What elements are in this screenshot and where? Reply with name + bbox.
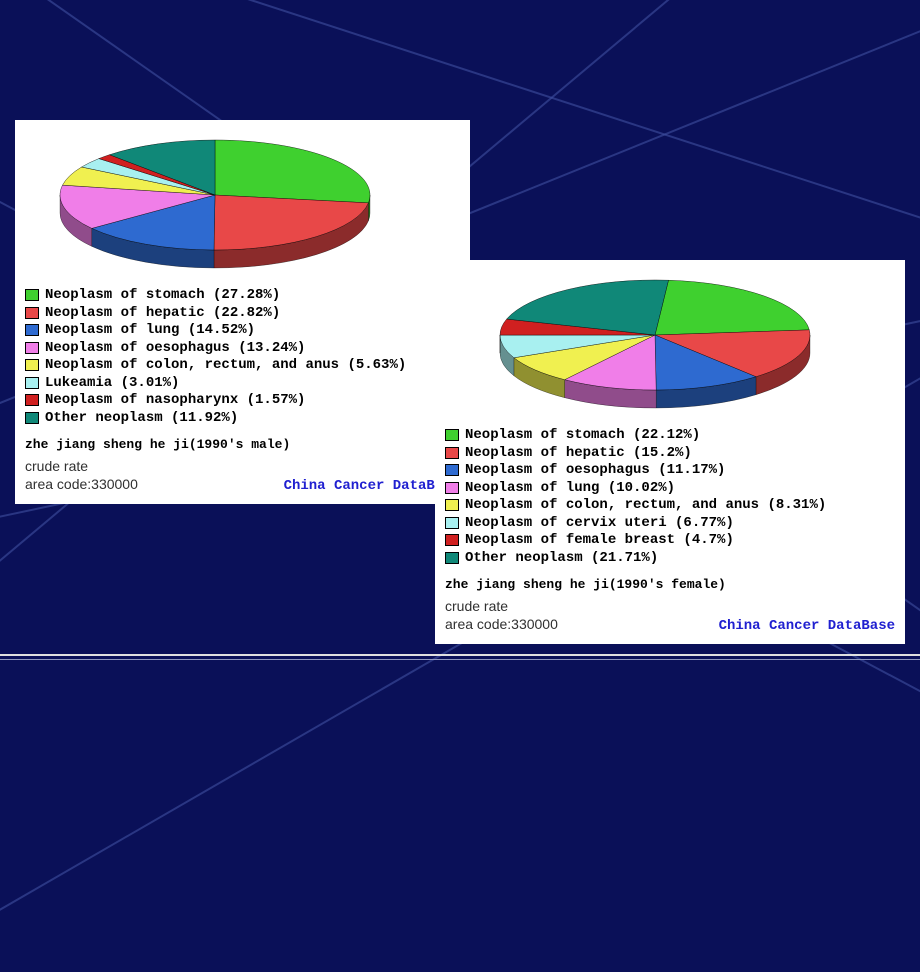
legend-item: Neoplasm of hepatic (15.2%)	[445, 445, 895, 463]
legend-item: Neoplasm of lung (10.02%)	[445, 480, 895, 498]
legend-item: Neoplasm of hepatic (22.82%)	[25, 305, 460, 323]
legend-swatch	[445, 447, 459, 459]
legend-swatch	[445, 429, 459, 441]
legend-swatch	[25, 359, 39, 371]
legend-item: Neoplasm of colon, rectum, and anus (5.6…	[25, 357, 460, 375]
legend-item: Neoplasm of oesophagus (11.17%)	[445, 462, 895, 480]
legend-label: Neoplasm of cervix uteri (6.77%)	[465, 515, 734, 533]
legend-swatch	[445, 552, 459, 564]
legend-swatch	[445, 464, 459, 476]
legend-swatch	[445, 517, 459, 529]
legend-item: Neoplasm of stomach (27.28%)	[25, 287, 460, 305]
crude-rate-label: crude rate	[445, 596, 895, 614]
legend-label: Neoplasm of stomach (27.28%)	[45, 287, 280, 305]
footer-divider	[0, 654, 920, 656]
legend-item: Neoplasm of female breast (4.7%)	[445, 532, 895, 550]
legend-label: Neoplasm of lung (10.02%)	[465, 480, 675, 498]
legend-item: Lukeamia (3.01%)	[25, 375, 460, 393]
database-link[interactable]: China Cancer DataBase	[719, 618, 895, 634]
legend-swatch	[445, 534, 459, 546]
area-code: area code:330000	[25, 476, 138, 492]
legend-item: Other neoplasm (11.92%)	[25, 410, 460, 428]
legend-item: Other neoplasm (21.71%)	[445, 550, 895, 568]
legend-item: Neoplasm of oesophagus (13.24%)	[25, 340, 460, 358]
legend-swatch	[25, 342, 39, 354]
legend-item: Neoplasm of cervix uteri (6.77%)	[445, 515, 895, 533]
legend-swatch	[25, 412, 39, 424]
legend-item: Neoplasm of stomach (22.12%)	[445, 427, 895, 445]
legend-label: Lukeamia (3.01%)	[45, 375, 179, 393]
legend-swatch	[25, 377, 39, 389]
legend-label: Neoplasm of oesophagus (11.17%)	[465, 462, 725, 480]
legend-item: Neoplasm of nasopharynx (1.57%)	[25, 392, 460, 410]
database-link[interactable]: China Cancer DataBase	[284, 478, 460, 494]
legend-swatch	[445, 482, 459, 494]
legend-label: Neoplasm of female breast (4.7%)	[465, 532, 734, 550]
legend-female: Neoplasm of stomach (22.12%)Neoplasm of …	[435, 423, 905, 573]
area-code: area code:330000	[445, 616, 558, 632]
chart-title: zhe jiang sheng he ji(1990's male)	[25, 437, 460, 456]
legend-swatch	[25, 289, 39, 301]
legend-swatch	[25, 394, 39, 406]
footer-divider-thin	[0, 659, 920, 660]
chart-card-male: Neoplasm of stomach (27.28%)Neoplasm of …	[15, 120, 470, 504]
legend-swatch	[445, 499, 459, 511]
legend-swatch	[25, 307, 39, 319]
legend-label: Neoplasm of oesophagus (13.24%)	[45, 340, 305, 358]
legend-label: Other neoplasm (21.71%)	[465, 550, 658, 568]
chart-title: zhe jiang sheng he ji(1990's female)	[445, 577, 895, 596]
legend-male: Neoplasm of stomach (27.28%)Neoplasm of …	[15, 283, 470, 433]
chart-meta-male: zhe jiang sheng he ji(1990's male)crude …	[15, 433, 470, 504]
legend-label: Neoplasm of nasopharynx (1.57%)	[45, 392, 305, 410]
legend-label: Other neoplasm (11.92%)	[45, 410, 238, 428]
legend-label: Neoplasm of hepatic (15.2%)	[465, 445, 692, 463]
legend-label: Neoplasm of hepatic (22.82%)	[45, 305, 280, 323]
pie-chart-female	[435, 260, 905, 423]
chart-meta-female: zhe jiang sheng he ji(1990's female)crud…	[435, 573, 905, 644]
legend-item: Neoplasm of colon, rectum, and anus (8.3…	[445, 497, 895, 515]
pie-chart-male	[15, 120, 470, 283]
legend-label: Neoplasm of colon, rectum, and anus (8.3…	[465, 497, 826, 515]
legend-label: Neoplasm of stomach (22.12%)	[465, 427, 700, 445]
legend-label: Neoplasm of colon, rectum, and anus (5.6…	[45, 357, 406, 375]
legend-swatch	[25, 324, 39, 336]
legend-label: Neoplasm of lung (14.52%)	[45, 322, 255, 340]
legend-item: Neoplasm of lung (14.52%)	[25, 322, 460, 340]
chart-card-female: Neoplasm of stomach (22.12%)Neoplasm of …	[435, 260, 905, 644]
crude-rate-label: crude rate	[25, 456, 460, 474]
